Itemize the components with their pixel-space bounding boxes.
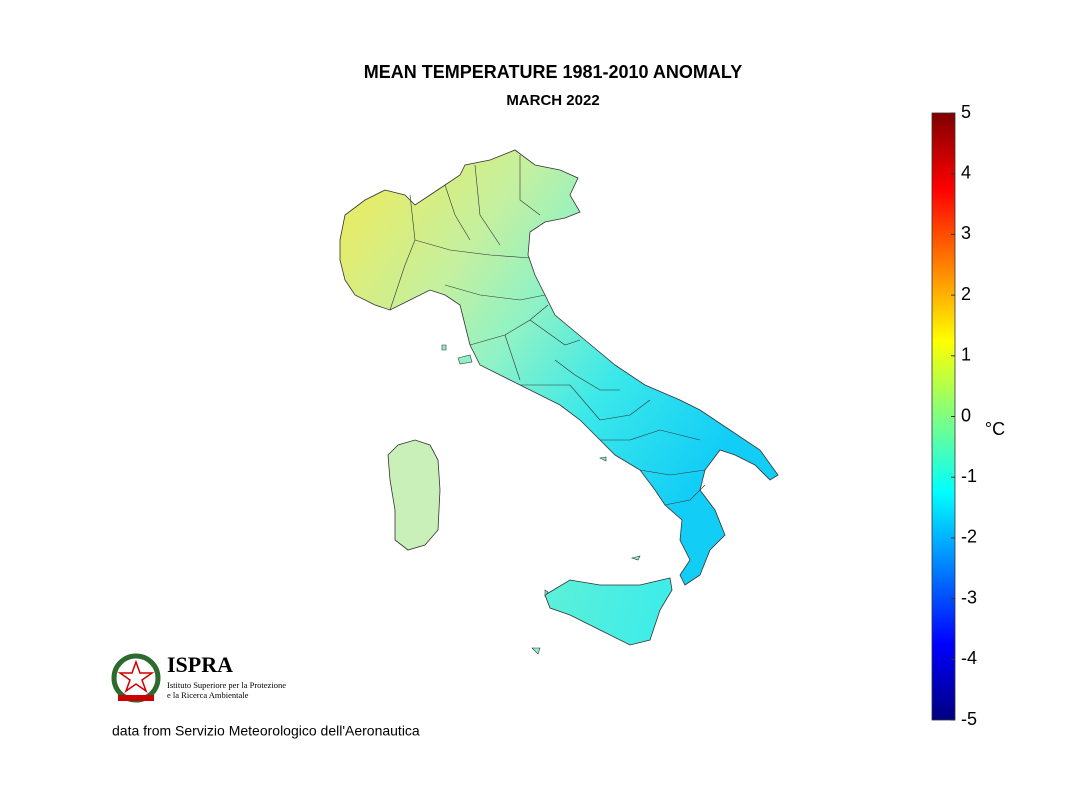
colorbar-tick-label: 5 xyxy=(961,102,971,122)
ispra-logo: ISPRA Istituto Superiore per la Protezio… xyxy=(111,652,286,703)
small-islands xyxy=(441,344,641,655)
colorbar-tick-label: 0 xyxy=(961,405,971,425)
italy-map xyxy=(339,149,779,655)
data-source: data from Servizio Meteorologico dell'Ae… xyxy=(112,723,420,739)
colorbar-tick-label: -5 xyxy=(961,709,977,729)
sardinia xyxy=(387,439,441,551)
emblem-star xyxy=(117,659,155,693)
map-title: MEAN TEMPERATURE 1981-2010 ANOMALY xyxy=(364,62,742,82)
colorbar-unit: °C xyxy=(985,419,1005,439)
region-borders xyxy=(389,155,706,506)
colorbar-tick-label: 3 xyxy=(961,223,971,243)
colorbar-tick-label: -3 xyxy=(961,587,977,607)
logo-name: ISPRA xyxy=(167,652,233,677)
colorbar-tick-label: -4 xyxy=(961,648,977,668)
sicily xyxy=(544,577,673,646)
colorbar-tick-label: 2 xyxy=(961,284,971,304)
colorbar-tick-label: -1 xyxy=(961,466,977,486)
mainland xyxy=(339,149,779,586)
colorbar-tick-label: 1 xyxy=(961,345,971,365)
map-subtitle: MARCH 2022 xyxy=(506,92,599,109)
logo-line2: e la Ricerca Ambientale xyxy=(167,690,249,700)
colorbar-tick-label: -2 xyxy=(961,527,977,547)
emblem-ribbon xyxy=(118,695,154,701)
colorbar-tick-label: 4 xyxy=(961,162,971,182)
logo-line1: Istituto Superiore per la Protezione xyxy=(167,680,286,690)
